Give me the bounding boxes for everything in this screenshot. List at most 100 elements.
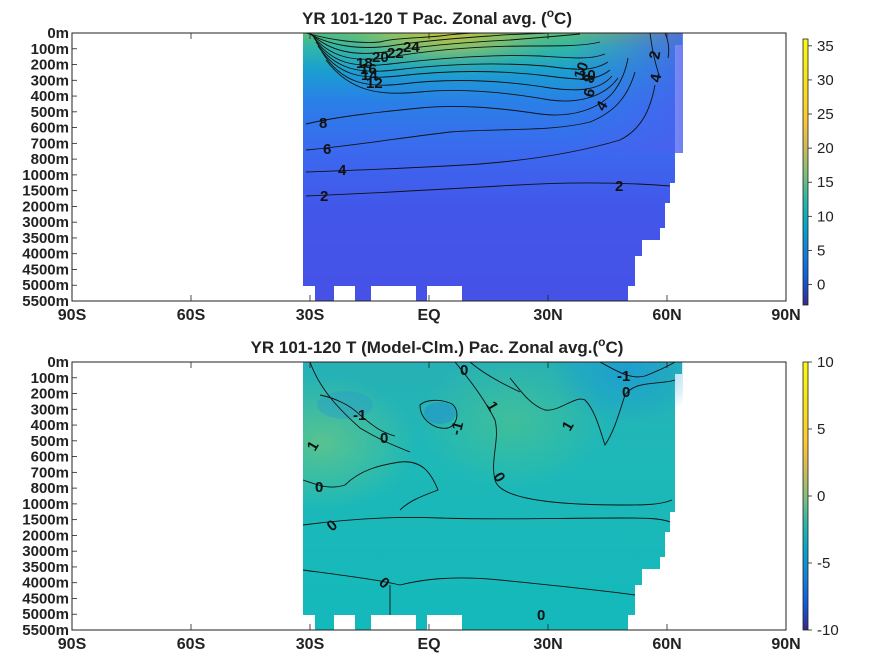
panel2-y-axis: 0m100m200m300m400m500m600m700m800m1000m1… bbox=[22, 354, 77, 639]
x-tick-label: EQ bbox=[417, 636, 440, 653]
colorbar-gradient bbox=[802, 38, 809, 306]
colorbar-tick-label: 10 bbox=[817, 208, 834, 225]
x-tick-label: 30S bbox=[296, 307, 325, 324]
y-tick-label: 3000m bbox=[22, 214, 69, 231]
contour-label: 2 bbox=[646, 50, 664, 61]
panel2-title: YR 101-120 T (Model-Clm.) Pac. Zonal avg… bbox=[251, 335, 624, 357]
y-tick-label: 400m bbox=[31, 88, 69, 105]
panel2-colorbar: 10 5 0 -5 -10 bbox=[802, 354, 839, 639]
contour-label: 4 bbox=[338, 162, 347, 179]
colorbar-tick-label: 0 bbox=[817, 277, 825, 294]
colorbar-tick-label: 35 bbox=[817, 38, 834, 55]
colorbar-ticks: 10 5 0 -5 -10 bbox=[808, 354, 839, 639]
y-tick-label: 700m bbox=[31, 464, 69, 481]
y-tick-label: 600m bbox=[31, 449, 69, 466]
contour-label: -1 bbox=[353, 407, 366, 424]
contour-label: 24 bbox=[403, 39, 420, 56]
y-tick-label: 500m bbox=[31, 104, 69, 121]
contour-label: -1 bbox=[447, 420, 467, 437]
y-tick-label: 4500m bbox=[22, 590, 69, 607]
y-tick-label: 3500m bbox=[22, 559, 69, 576]
y-tick-label: 100m bbox=[31, 41, 69, 58]
y-tick-label: 5500m bbox=[22, 622, 69, 639]
x-tick-label: 60N bbox=[652, 307, 681, 324]
colorbar-tick-label: 25 bbox=[817, 106, 834, 123]
y-tick-label: 5000m bbox=[22, 606, 69, 623]
y-tick-label: 5000m bbox=[22, 277, 69, 294]
colorbar-tick-label: 30 bbox=[817, 72, 834, 89]
x-tick-label: 30S bbox=[296, 636, 325, 653]
x-tick-label: 90N bbox=[771, 307, 800, 324]
contour-label: 10 bbox=[571, 60, 593, 81]
contour-label: 8 bbox=[319, 115, 327, 132]
y-tick-label: 300m bbox=[31, 72, 69, 89]
panel1-colorbar: 35 30 25 20 15 10 5 0 bbox=[802, 38, 834, 306]
y-tick-label: 2000m bbox=[22, 198, 69, 215]
y-tick-label: 800m bbox=[31, 151, 69, 168]
contour-label: 10 bbox=[579, 67, 596, 84]
contour-label: 2 bbox=[615, 178, 623, 195]
colorbar-gradient bbox=[802, 361, 809, 631]
contour-label: 0 bbox=[622, 384, 630, 401]
contour-label: 6 bbox=[323, 141, 331, 158]
colorbar-ticks: 35 30 25 20 15 10 5 0 bbox=[808, 38, 834, 294]
y-tick-label: 3500m bbox=[22, 230, 69, 247]
x-tick-label: 90S bbox=[58, 636, 87, 653]
colorbar-tick-label: -5 bbox=[817, 555, 830, 572]
x-tick-label: 60S bbox=[177, 636, 206, 653]
contour-label: 0 bbox=[537, 607, 545, 624]
panel-absolute-temperature: YR 101-120 T Pac. Zonal avg. (oC) bbox=[22, 6, 833, 324]
colorbar-tick-label: -10 bbox=[817, 622, 839, 639]
contour-label: 0 bbox=[380, 430, 388, 447]
panel1-y-axis: 0m100m200m300m400m500m600m700m800m1000m1… bbox=[22, 25, 77, 310]
y-tick-label: 200m bbox=[31, 386, 69, 403]
contour-label: 4 bbox=[647, 72, 665, 84]
contour-label: 16 bbox=[360, 61, 377, 78]
contour-label: 2 bbox=[320, 188, 328, 205]
x-tick-label: 60N bbox=[652, 636, 681, 653]
contour-label: 20 bbox=[372, 49, 389, 66]
colorbar-tick-label: 5 bbox=[817, 242, 825, 259]
y-tick-label: 500m bbox=[31, 433, 69, 450]
colorbar-tick-label: 20 bbox=[817, 140, 834, 157]
contour-label: 14 bbox=[361, 67, 378, 84]
contour-label: 0 bbox=[315, 479, 323, 496]
y-tick-label: 800m bbox=[31, 480, 69, 497]
panel2-contours bbox=[302, 362, 676, 615]
contour-label: 18 bbox=[356, 55, 373, 72]
panel1-title: YR 101-120 T Pac. Zonal avg. (oC) bbox=[302, 6, 572, 28]
y-tick-label: 4000m bbox=[22, 575, 69, 592]
y-tick-label: 5500m bbox=[22, 293, 69, 310]
y-tick-label: 200m bbox=[31, 57, 69, 74]
x-tick-label: 90N bbox=[771, 636, 800, 653]
y-tick-label: 600m bbox=[31, 120, 69, 137]
y-tick-label: 1500m bbox=[22, 512, 69, 529]
colorbar-tick-label: 5 bbox=[817, 421, 825, 438]
x-tick-label: EQ bbox=[417, 307, 440, 324]
panel-anomaly: YR 101-120 T (Model-Clm.) Pac. Zonal avg… bbox=[22, 335, 838, 653]
colorbar-tick-label: 15 bbox=[817, 174, 834, 191]
y-tick-label: 1000m bbox=[22, 496, 69, 513]
panel1-field: 24 22 20 18 16 14 12 10 8 6 4 2 2 4 6 8 … bbox=[303, 33, 683, 301]
contour-label: 12 bbox=[366, 75, 383, 92]
y-tick-label: 300m bbox=[31, 401, 69, 418]
panel2-field: 0 -1 0 1 -1 0 1 0 -1 1 0 0 0 0 bbox=[302, 362, 683, 630]
x-tick-label: 30N bbox=[533, 636, 562, 653]
y-tick-label: 2000m bbox=[22, 527, 69, 544]
x-tick-label: 60S bbox=[177, 307, 206, 324]
y-tick-label: 0m bbox=[47, 25, 69, 42]
contour-label: 0 bbox=[460, 362, 468, 379]
y-tick-label: 700m bbox=[31, 135, 69, 152]
x-tick-label: 90S bbox=[58, 307, 87, 324]
y-tick-label: 400m bbox=[31, 417, 69, 434]
contour-label: 22 bbox=[387, 45, 404, 62]
y-tick-label: 0m bbox=[47, 354, 69, 371]
y-tick-label: 1000m bbox=[22, 167, 69, 184]
y-tick-label: 100m bbox=[31, 370, 69, 387]
contour-label: -1 bbox=[617, 368, 630, 385]
y-tick-label: 4500m bbox=[22, 261, 69, 278]
panel1-x-axis: 90S 60S 30S EQ 30N 60N 90N bbox=[58, 33, 801, 324]
x-tick-label: 30N bbox=[533, 307, 562, 324]
panel1-contour-labels: 24 22 20 18 16 14 12 10 8 6 4 2 2 4 6 8 … bbox=[319, 39, 666, 205]
